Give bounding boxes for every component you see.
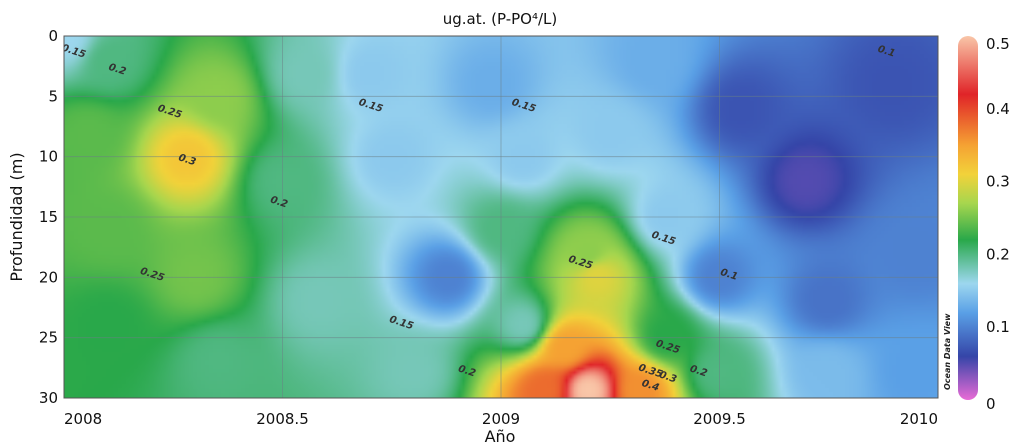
- x-axis: 2008 2008.5 2009 2009.5 2010: [64, 410, 938, 428]
- plot-area: 0.150.20.250.30.250.20.15 0.150.150.20.25…: [64, 36, 938, 398]
- y-tick-label: 15: [39, 208, 58, 226]
- colorbar-tick-label: 0: [986, 395, 996, 413]
- y-tick-label: 0: [48, 27, 58, 45]
- y-tick-label: 5: [48, 87, 58, 105]
- x-tick-label: 2009.5: [693, 410, 746, 428]
- y-axis-label: Profundidad (m): [7, 152, 26, 281]
- x-tick-label: 2009: [482, 410, 520, 428]
- contour-label: 0.1: [876, 44, 896, 60]
- y-tick-label: 20: [39, 268, 58, 286]
- x-tick-label: 2008.5: [256, 410, 309, 428]
- contour-label: 0.2: [688, 364, 708, 380]
- y-tick-label: 25: [39, 329, 58, 347]
- grid-lines: [64, 36, 938, 398]
- contour-label: 0.1: [719, 267, 739, 283]
- colorbar-tick-label: 0.3: [986, 173, 1010, 191]
- contour-label: 0.3: [177, 152, 197, 168]
- colorbar-tick-label: 0.1: [986, 318, 1010, 336]
- colorbar-gradient: [958, 36, 978, 400]
- contour-label: 0.3: [658, 370, 678, 386]
- colorbar-tick-label: 0.4: [986, 100, 1010, 118]
- colorbar-tick-label: 0.2: [986, 245, 1010, 263]
- contour-label: 0.2: [107, 62, 127, 78]
- x-axis-label: Año: [485, 427, 516, 446]
- y-axis: 0 5 10 15 20 25 30: [39, 27, 58, 407]
- watermark-label: Ocean Data View: [943, 313, 952, 390]
- contour-label: 0.2: [457, 364, 477, 380]
- y-tick-label: 30: [39, 389, 58, 407]
- colorbar: 0.5 0.4 0.3 0.2 0.1 0: [958, 35, 1010, 413]
- plot-frame: [63, 35, 939, 399]
- contour-label: 0.2: [269, 195, 289, 211]
- x-tick-label: 2010: [900, 410, 938, 428]
- x-tick-label: 2008: [64, 410, 102, 428]
- colorbar-tick-label: 0.5: [986, 35, 1010, 53]
- contour-label: 0.4: [640, 378, 660, 394]
- chart-title: ug.at. (P-PO⁴/L): [443, 10, 558, 28]
- y-tick-label: 10: [39, 148, 58, 166]
